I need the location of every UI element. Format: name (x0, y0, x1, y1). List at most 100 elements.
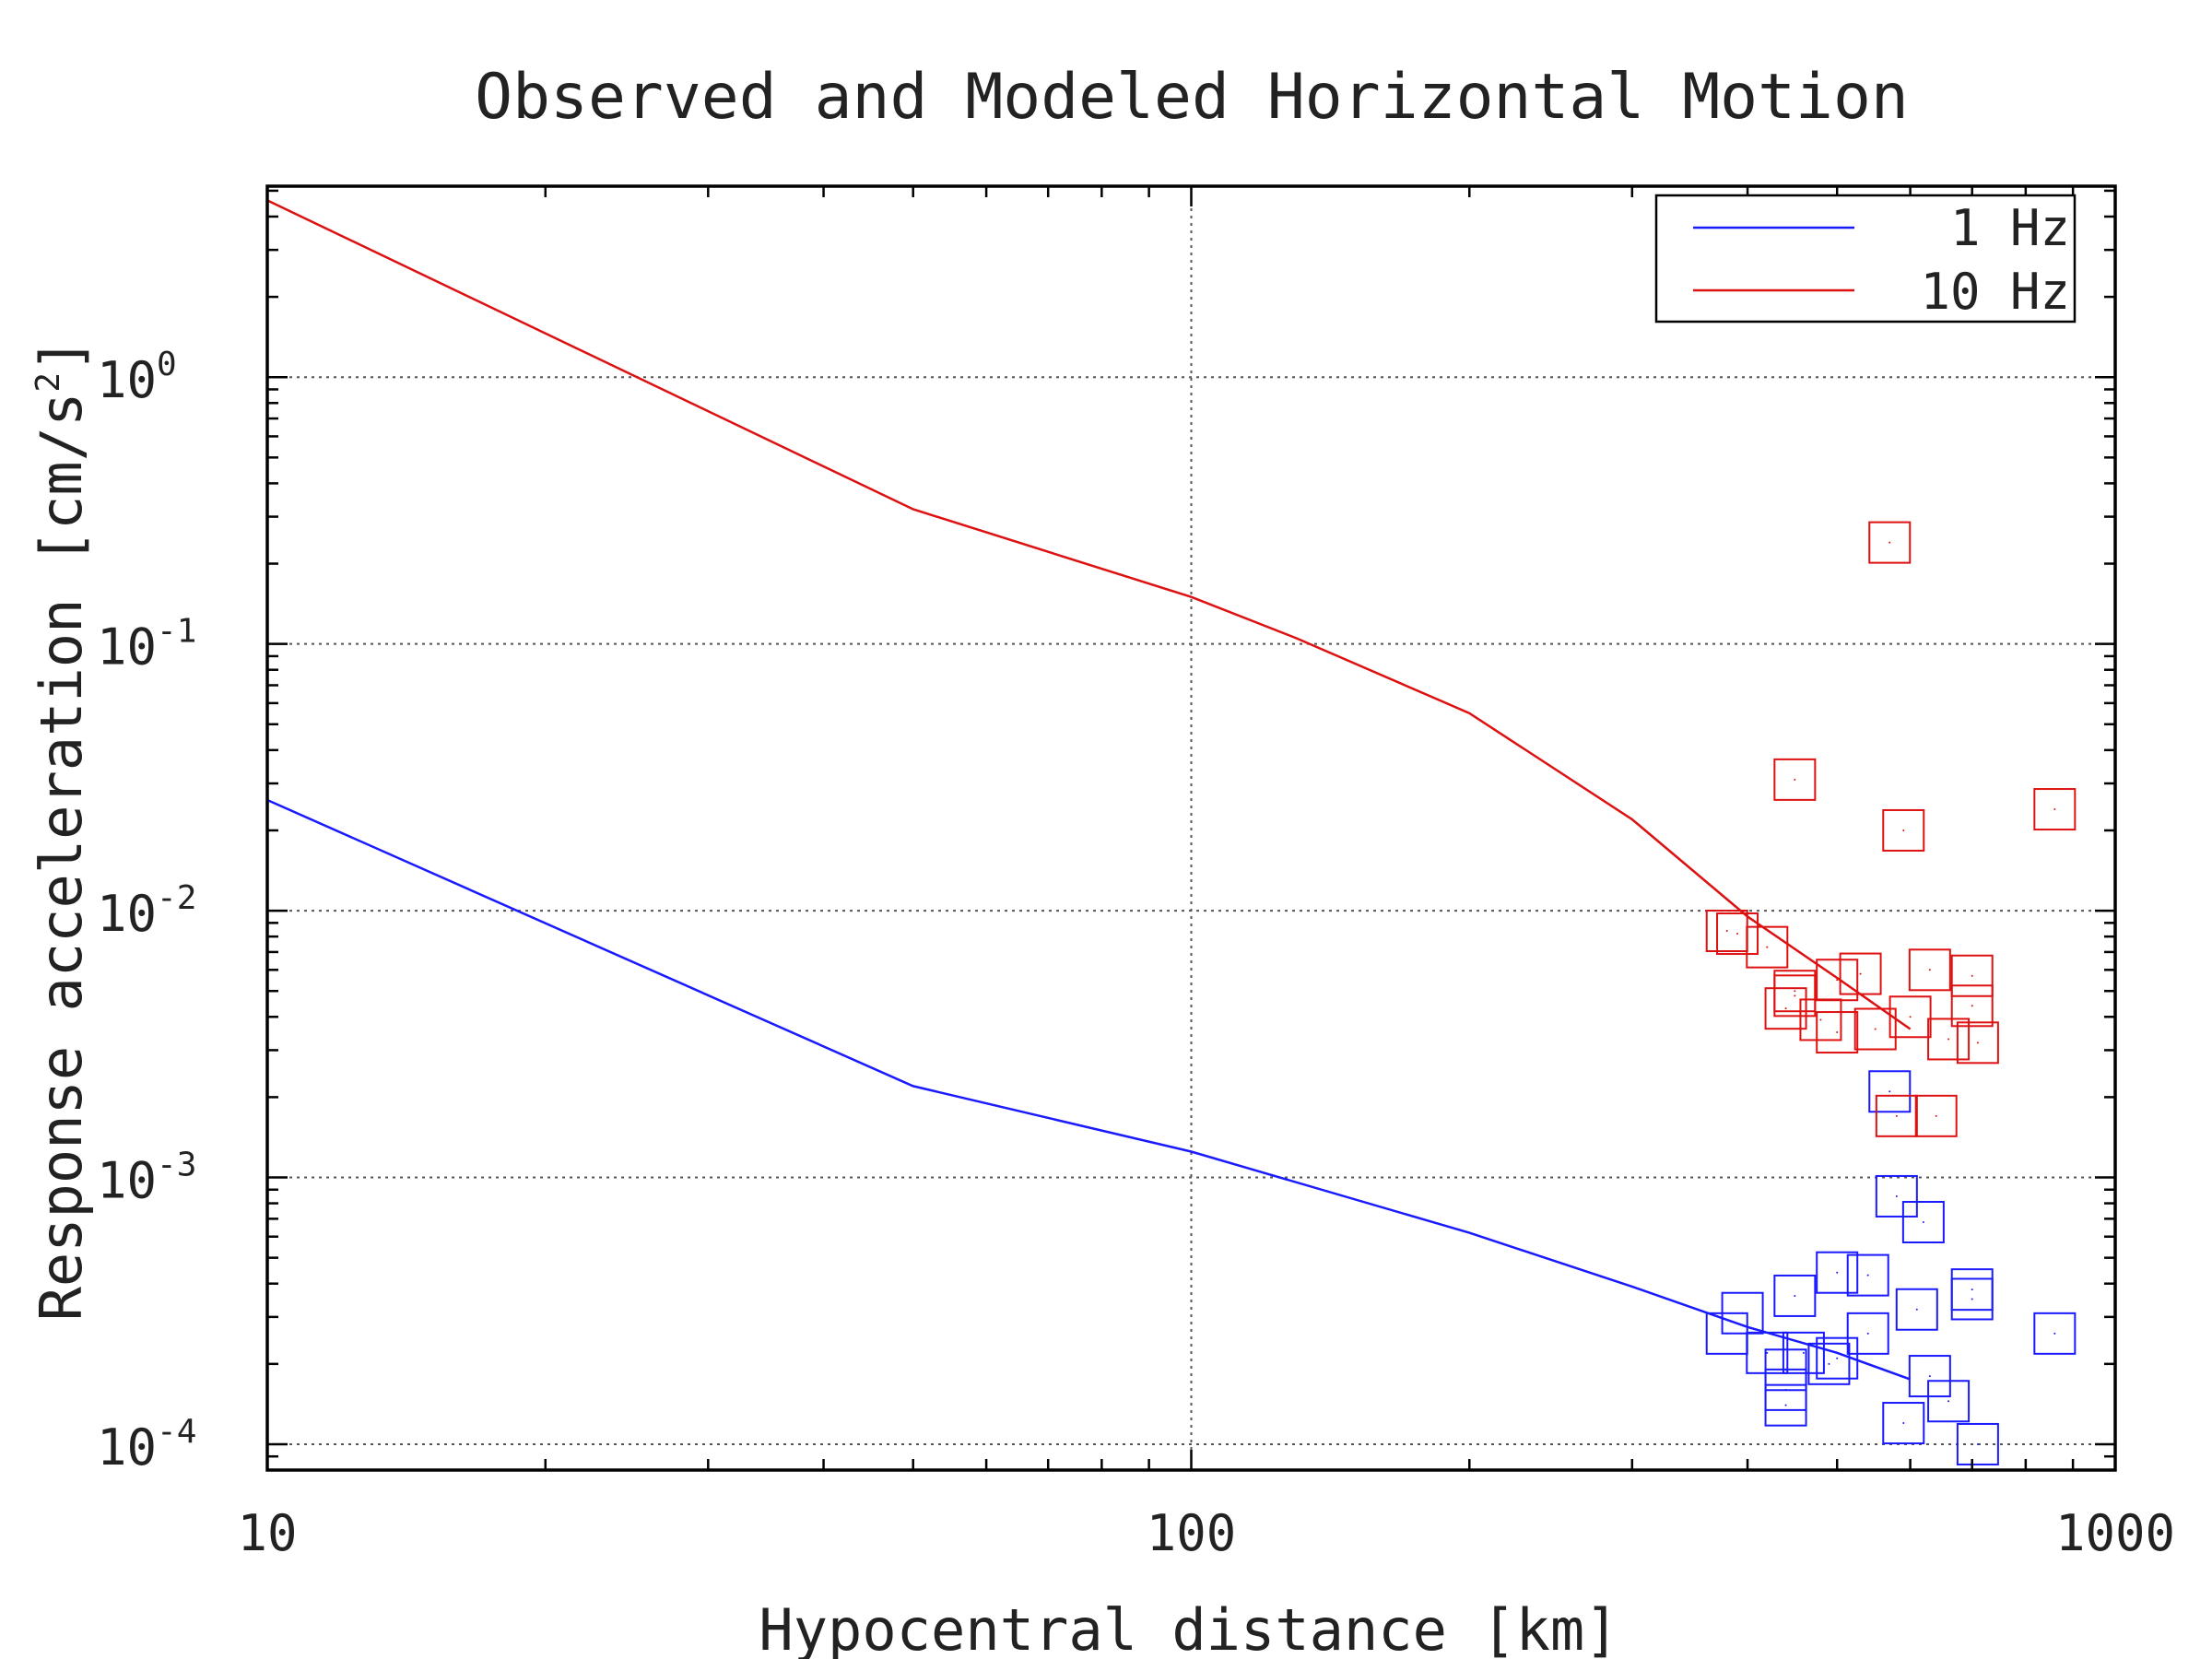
observed-point-center-10hz (1766, 946, 1769, 948)
observed-point-center-1hz (1794, 1294, 1796, 1297)
observed-point-1hz (1846, 1253, 1889, 1297)
observed-point-10hz (1746, 925, 1789, 969)
observed-point-1hz (1816, 1336, 1859, 1380)
observed-point-center-1hz (1866, 1274, 1869, 1277)
y-tick-base: 10 (97, 618, 157, 677)
plot-area (266, 199, 2077, 1465)
observed-point-10hz (1816, 1011, 1859, 1054)
observed-point-1hz (1875, 1174, 1918, 1218)
observed-point-center-10hz (1971, 1005, 1973, 1007)
chart-title: Observed and Modeled Horizontal Motion (475, 61, 1909, 134)
observed-point-center-10hz (1725, 930, 1728, 933)
observed-point-10hz (1950, 984, 1994, 1028)
observed-point-center-10hz (1909, 1016, 1912, 1018)
y-tick-exponent: -1 (157, 613, 196, 651)
legend-label-1hz: 1 Hz (1950, 199, 2070, 257)
observed-point-10hz (1773, 970, 1817, 1013)
observed-point-center-1hz (1784, 1404, 1787, 1406)
x-tick-label: 1000 (2055, 1504, 2175, 1562)
observed-point-center-1hz (1784, 1388, 1787, 1391)
observed-point-center-1hz (1836, 1271, 1839, 1274)
observed-point-10hz (1950, 954, 1994, 997)
observed-point-1hz (1846, 1312, 1889, 1355)
observed-point-center-10hz (1836, 979, 1839, 982)
observed-point-10hz (1816, 959, 1859, 1002)
observed-point-1hz (1746, 1331, 1789, 1374)
observed-point-center-10hz (1888, 541, 1891, 544)
observed-point-10hz (1927, 1018, 1971, 1061)
y-tick-label: 10-3 (97, 1147, 196, 1210)
observed-point-10hz (2033, 788, 2077, 831)
observed-point-center-10hz (1859, 972, 1862, 975)
observed-point-center-10hz (1794, 990, 1796, 993)
observed-point-center-1hz (1922, 1220, 1924, 1223)
observed-point-1hz (1807, 1342, 1851, 1385)
legend-box (1654, 194, 2077, 324)
observed-point-1hz (1908, 1355, 1951, 1398)
observed-point-center-10hz (1947, 1038, 1950, 1041)
y-tick-label: 10-1 (97, 613, 196, 677)
y-tick-base: 10 (97, 885, 157, 943)
observed-point-10hz (1716, 912, 1759, 956)
y-tick-base: 10 (97, 1152, 157, 1210)
observed-point-1hz (2033, 1312, 2077, 1355)
y-tick-label: 10-4 (97, 1413, 196, 1477)
observed-point-10hz (1888, 995, 1932, 1039)
y-tick-exponent: -3 (157, 1147, 196, 1184)
y-tick-base: 10 (97, 1418, 157, 1477)
observed-point-center-1hz (1802, 1351, 1805, 1354)
observed-point-center-1hz (1902, 1422, 1905, 1425)
observed-point-10hz (1868, 521, 1912, 564)
observed-point-center-10hz (1794, 778, 1796, 781)
observed-point-center-10hz (1874, 1028, 1877, 1030)
observed-point-center-1hz (1915, 1308, 1918, 1311)
y-tick-exponent: 0 (157, 346, 177, 383)
y-tick-label: 10-2 (97, 879, 196, 943)
observed-point-center-10hz (1935, 1114, 1937, 1117)
observed-point-10hz (1853, 1007, 1897, 1051)
observed-point-1hz (1882, 1402, 1925, 1445)
observed-point-10hz (1875, 1094, 1918, 1137)
observed-point-1hz (1816, 1251, 1859, 1294)
y-axis-label-text: Response acceleration [cm/s (28, 393, 95, 1322)
observed-point-center-10hz (1736, 933, 1739, 935)
legend: 1 Hz 10 Hz (1654, 194, 2077, 324)
y-axis-label: Response acceleration [cm/s2] (28, 338, 95, 1322)
observed-point-1hz (1782, 1331, 1825, 1374)
x-tick-label: 10 (237, 1504, 297, 1562)
observed-point-1hz (1721, 1291, 1764, 1335)
observed-point-center-10hz (1895, 1114, 1898, 1117)
observed-point-1hz (1868, 1070, 1912, 1113)
observed-point-1hz (1901, 1200, 1945, 1243)
observed-point-10hz (1773, 758, 1817, 801)
observed-point-center-10hz (1928, 969, 1931, 971)
y-axis-label-close: ] (28, 338, 95, 372)
observed-point-1hz (1773, 1274, 1817, 1317)
y-tick-label: 100 (97, 346, 177, 409)
observed-point-1hz (1895, 1288, 1938, 1331)
observed-point-center-1hz (1888, 1090, 1891, 1093)
observed-point-center-1hz (1828, 1362, 1830, 1365)
observed-point-center-1hz (1866, 1332, 1869, 1335)
model-line-10hz (266, 199, 1912, 1030)
observed-point-1hz (1950, 1268, 1994, 1312)
observed-point-10hz (1908, 948, 1951, 992)
observed-point-center-10hz (1971, 974, 1973, 977)
observed-point-center-1hz (2053, 1332, 2056, 1335)
observed-point-center-10hz (1784, 1007, 1787, 1010)
x-axis-label: Hypocentral distance [km] (759, 1596, 1618, 1659)
observed-point-center-1hz (1971, 1288, 1973, 1291)
y-tick-base: 10 (97, 351, 157, 409)
observed-point-10hz (1956, 1021, 1999, 1065)
observed-point-center-10hz (1836, 1031, 1839, 1034)
observed-point-center-10hz (1794, 994, 1796, 997)
observed-point-center-10hz (1902, 829, 1905, 831)
y-axis-label-superscript: 2 (29, 372, 67, 393)
observed-point-center-1hz (1976, 1442, 1979, 1445)
observed-point-center-1hz (1971, 1298, 1973, 1300)
observed-point-center-1hz (1741, 1312, 1744, 1314)
observed-point-1hz (1927, 1380, 1971, 1423)
legend-label-10hz: 10 Hz (1920, 263, 2070, 321)
